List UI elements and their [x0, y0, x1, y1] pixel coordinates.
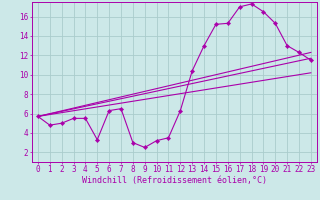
X-axis label: Windchill (Refroidissement éolien,°C): Windchill (Refroidissement éolien,°C) [82, 176, 267, 185]
